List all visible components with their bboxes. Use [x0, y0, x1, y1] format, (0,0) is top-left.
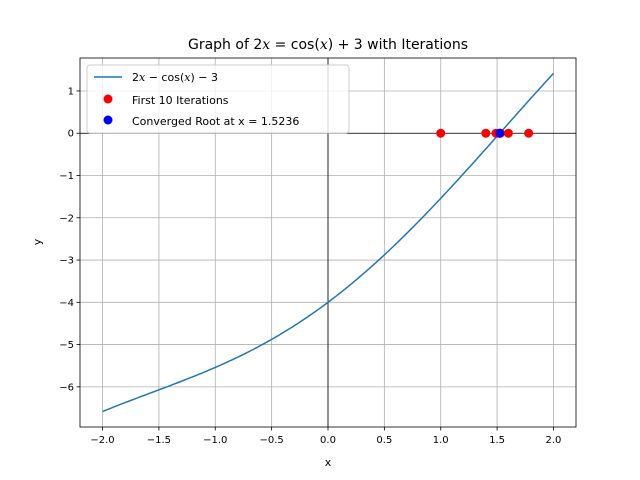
- y-tick-label: 0: [68, 129, 74, 140]
- root-point: [495, 128, 505, 138]
- y-axis-ticks: 1 0 −1 −2 −3 −4 −5 −6: [59, 86, 80, 393]
- x-axis-label: x: [325, 456, 332, 469]
- iteration-point: [524, 128, 534, 138]
- y-axis-label: y: [31, 238, 44, 245]
- chart-title: Graph of 2x = cos(x) + 3 with Iterations: [188, 37, 468, 53]
- x-tick-label: −2.0: [90, 435, 114, 446]
- y-tick-label: −5: [59, 340, 74, 351]
- y-tick-label: −1: [59, 171, 74, 182]
- y-tick-label: 1: [68, 86, 74, 97]
- series-converged-root: [495, 128, 505, 138]
- y-tick-label: −2: [59, 213, 74, 224]
- legend: 2x − cos(x) − 3 First 10 Iterations Conv…: [86, 64, 350, 134]
- x-tick-label: 2.0: [546, 435, 562, 446]
- y-tick-label: −4: [59, 298, 74, 309]
- x-tick-label: 1.5: [489, 435, 505, 446]
- legend-iterations-swatch: [103, 94, 113, 104]
- legend-label-function: 2x − cos(x) − 3: [132, 71, 218, 84]
- x-tick-label: 1.0: [433, 435, 449, 446]
- legend-label-iterations: First 10 Iterations: [132, 94, 229, 107]
- series-function-line: [102, 72, 555, 413]
- x-tick-label: 0.0: [320, 435, 336, 446]
- legend-root-swatch: [103, 115, 113, 125]
- x-tick-label: −1.0: [203, 435, 227, 446]
- x-tick-label: −1.5: [147, 435, 171, 446]
- iteration-point: [481, 128, 491, 138]
- y-tick-label: −3: [59, 256, 74, 267]
- iteration-point: [503, 128, 513, 138]
- x-axis-ticks: −2.0 −1.5 −1.0 −0.5 0.0 0.5 1.0 1.5 2.0: [90, 427, 561, 446]
- x-tick-label: 0.5: [376, 435, 392, 446]
- legend-label-root: Converged Root at x = 1.5236: [132, 115, 299, 128]
- y-tick-label: −6: [59, 382, 74, 393]
- legend-box: [86, 64, 350, 134]
- iteration-point: [436, 128, 446, 138]
- x-tick-label: −0.5: [259, 435, 283, 446]
